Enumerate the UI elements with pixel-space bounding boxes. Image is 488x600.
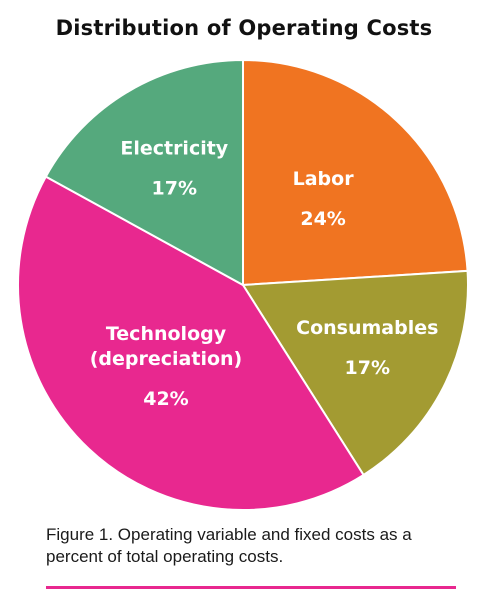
slice-label-group: Electricity 17%	[120, 137, 228, 199]
slice-label-group: Labor 24%	[293, 168, 355, 230]
slice-category-label: Labor	[293, 168, 355, 190]
pie-slice-labor	[242, 58, 469, 287]
slice-value-label: 24%	[300, 208, 345, 230]
slice-category-label: (depreciation)	[90, 348, 242, 370]
pie-slice-electricity	[44, 58, 244, 287]
slice-value-label: 17%	[345, 357, 390, 379]
slice-value-label: 42%	[143, 388, 188, 410]
pie-slice-technology	[17, 175, 365, 511]
slice-category-label: Technology	[106, 323, 227, 345]
slice-value-label: 17%	[152, 177, 197, 199]
pie-slice-consumables	[241, 269, 469, 477]
slice-label-group: Technology (depreciation) 42%	[90, 323, 242, 410]
pie-slices	[17, 58, 469, 511]
slice-category-label: Electricity	[120, 137, 228, 159]
caption-divider	[46, 586, 456, 589]
figure-caption: Figure 1. Operating variable and fixed c…	[46, 525, 412, 566]
slice-category-label: Consumables	[296, 317, 438, 339]
slice-label-group: Consumables 17%	[296, 317, 438, 379]
chart-title: Distribution of Operating Costs	[55, 16, 433, 40]
pie-labels: Labor 24% Consumables 17% Technology (depreci…	[90, 137, 439, 410]
